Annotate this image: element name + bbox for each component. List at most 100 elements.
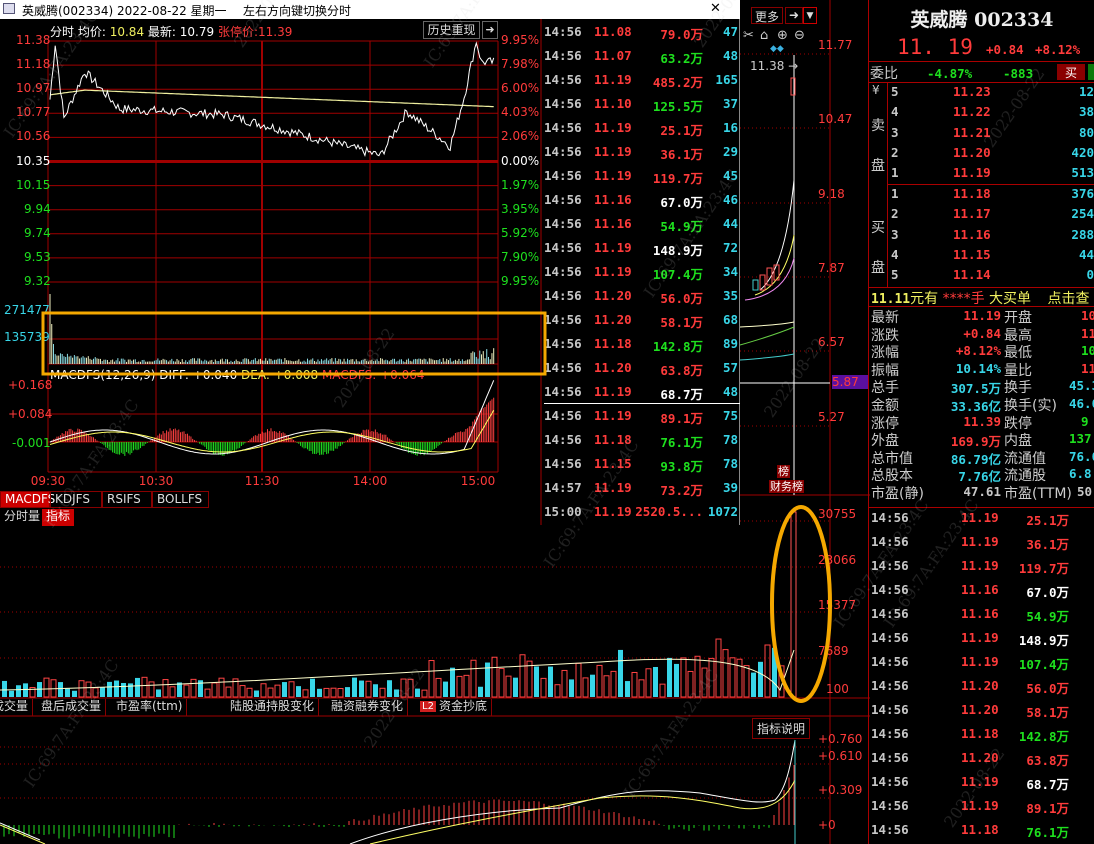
indicator-tab[interactable]: MACDFS — [0, 491, 55, 508]
volume-bar — [513, 677, 518, 697]
level: 1 — [891, 186, 899, 201]
scissors-icon[interactable]: ✂ — [743, 28, 754, 43]
volume-bar — [498, 668, 505, 698]
tick-row: 14:56 11.15 93.8万 78 — [544, 456, 740, 476]
tick-amount: 119.7万 — [1018, 561, 1069, 576]
tick-amount: 142.8万 — [1018, 729, 1069, 744]
collapse-arrow-icon[interactable]: ➜ — [482, 21, 498, 39]
tick-price: 11.19 — [961, 774, 999, 789]
order-price[interactable]: 11.17 — [953, 206, 991, 222]
indicator-tab[interactable]: BOLLFS — [152, 491, 209, 508]
volume-bar — [148, 681, 155, 698]
macd-axis-tick: +0.760 — [818, 732, 863, 746]
tick-amount: 54.9万 — [1026, 609, 1069, 624]
tick-price: 11.19 — [594, 168, 632, 183]
bottom-tab[interactable]: 成交量 — [0, 699, 34, 716]
zoom-in-icon[interactable]: ⊕ — [777, 28, 788, 43]
tick-time: 14:56 — [871, 606, 909, 621]
tick-row: 14:57 11.19 73.2万 39 — [544, 480, 740, 500]
window-hint: 左右方向键切换分时 — [243, 4, 352, 18]
diamond-marker-icon: ◆◆ — [770, 44, 784, 54]
rank-badge[interactable]: 榜 — [777, 465, 790, 478]
buy-button[interactable]: 买 — [1057, 64, 1085, 80]
stat-value: 11.19 — [963, 308, 1001, 323]
stock-name: 英威腾 002334 — [910, 9, 1054, 31]
order-price[interactable]: 11.20 — [953, 144, 991, 160]
volume-bar — [625, 681, 630, 697]
order-price[interactable]: 11.14 — [953, 267, 991, 283]
sell-button[interactable] — [1088, 64, 1094, 80]
more-button[interactable]: 更多 — [751, 7, 784, 24]
click-to-view-link[interactable]: 点击查 — [1047, 291, 1090, 307]
volume-bar — [100, 687, 105, 697]
tick-time: 14:56 — [544, 360, 582, 375]
zoom-out-icon[interactable]: ⊖ — [794, 28, 805, 43]
tick-time: 14:56 — [544, 120, 582, 135]
order-price[interactable]: 11.22 — [953, 104, 991, 120]
divider — [869, 82, 1094, 83]
time-tick: 10:30 — [138, 474, 174, 488]
subtab-indicator[interactable]: 指标 — [42, 509, 75, 526]
volume-bar — [198, 680, 203, 697]
volume-bar — [323, 687, 330, 698]
bottom-tab[interactable]: 盘后成交量 — [37, 699, 107, 716]
dea-line — [49, 409, 495, 453]
tick-time: 14:56 — [871, 798, 909, 813]
order-price[interactable]: 11.18 — [953, 186, 991, 201]
skip-arrow-icon[interactable]: ➜ — [785, 7, 803, 24]
order-price[interactable]: 11.21 — [953, 124, 991, 140]
finance-rank-badge[interactable]: 财务榜 — [769, 480, 804, 493]
lock-icon[interactable]: ⌂ — [760, 28, 769, 43]
tick-time: 14:56 — [871, 630, 909, 645]
tick-row: 14:56 11.20 56.0万 35 — [544, 288, 740, 308]
big-order-line[interactable]: 11.11元有 ****手 大买单 点击查 — [871, 288, 1090, 308]
close-button[interactable]: ✕ — [710, 1, 721, 16]
tick-time: 14:56 — [544, 216, 582, 231]
stat-value: 11.39 — [963, 413, 1001, 429]
order-price[interactable]: 11.23 — [953, 84, 991, 99]
bottom-tab[interactable]: 融资融券变化 — [327, 699, 409, 716]
order-price[interactable]: 11.19 — [953, 165, 991, 181]
tick-price: 11.20 — [961, 750, 999, 765]
volume-bar — [373, 684, 378, 697]
tick-price: 11.16 — [594, 192, 632, 207]
stat-label: 涨幅 — [871, 345, 899, 362]
volume-bar — [428, 660, 435, 698]
tick-count: 45 — [722, 168, 738, 183]
divider — [887, 82, 888, 287]
indicator-tab[interactable]: RSIFS — [102, 491, 152, 508]
bottom-tab[interactable]: 陆股通持股变化 — [226, 699, 320, 716]
volume-bar — [743, 665, 750, 698]
last-label: 最新: — [147, 25, 176, 39]
tick-time: 14:56 — [871, 726, 909, 741]
macd-axis-tick: +0.610 — [818, 749, 863, 763]
tick-row: 14:56 11.19 25.1万 16 — [544, 120, 740, 140]
candle — [766, 267, 773, 286]
tick-time: 14:56 — [871, 582, 909, 597]
dropdown-icon[interactable]: ▼ — [803, 7, 817, 24]
ma-line — [739, 353, 795, 361]
order-volume: 513 — [1071, 165, 1094, 181]
indicator-explain-button[interactable]: 指标说明 — [752, 718, 811, 739]
volume-bar — [653, 666, 658, 697]
weibi-value: -4.87% — [927, 66, 973, 81]
subtab-volume[interactable]: 分时量 — [4, 509, 41, 523]
tick-price: 11.19 — [594, 408, 632, 423]
tick-price: 11.19 — [961, 558, 999, 573]
order-price[interactable]: 11.16 — [953, 226, 991, 242]
bottom-tab[interactable]: 市盈率(ttm) — [112, 699, 188, 716]
tick-time: 14:56 — [871, 678, 909, 693]
tick-time: 14:56 — [544, 48, 582, 63]
average-price-line — [49, 89, 494, 108]
indicator-tab[interactable]: KDJFS — [50, 491, 102, 508]
bottom-tab[interactable]: 资金抄底 — [435, 699, 493, 716]
order-price[interactable]: 11.15 — [953, 246, 991, 262]
tick-count: 78 — [722, 432, 738, 447]
tick-time: 14:57 — [544, 480, 582, 495]
history-replay-button[interactable]: 历史重现 — [423, 21, 480, 39]
tick-price: 11.19 — [961, 654, 999, 669]
volume-bar-last — [790, 511, 797, 698]
pct-tick: 9.95% — [501, 274, 540, 288]
price-tick: 10.15 — [16, 177, 51, 192]
tick-time: 14:56 — [544, 72, 582, 87]
